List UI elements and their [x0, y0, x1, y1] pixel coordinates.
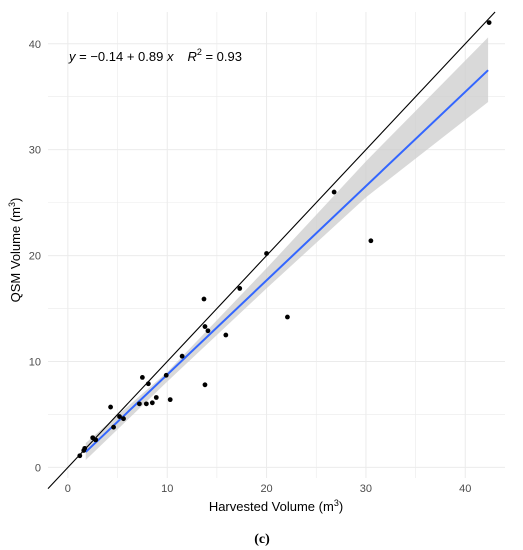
equation-x: x: [166, 49, 174, 64]
equation-r-exp: 2: [197, 47, 202, 57]
regression-line: [85, 69, 489, 453]
data-point: [82, 445, 88, 451]
panel-label: (c): [254, 532, 270, 547]
x-tick-label: 10: [161, 483, 173, 495]
data-point: [223, 332, 229, 338]
x-tick-label: 20: [260, 483, 272, 495]
data-point: [108, 404, 113, 410]
y-axis-title: QSM Volume (m3): [7, 198, 23, 303]
x-tick-label: 0: [65, 483, 71, 495]
data-point: [145, 381, 151, 387]
data-point: [202, 382, 208, 388]
data-point: [77, 453, 83, 459]
x-axis-title-close: ): [339, 499, 343, 514]
y-tick-label: 30: [29, 145, 41, 157]
y-tick-label: 40: [29, 39, 41, 51]
data-point: [264, 251, 269, 256]
data-point: [143, 401, 149, 407]
data-point: [205, 328, 211, 334]
fit-line-layer: [85, 69, 489, 453]
grid: [48, 12, 505, 478]
data-point: [202, 324, 208, 329]
identity-line: [47, 11, 496, 489]
points-layer: [77, 20, 492, 459]
data-point: [121, 416, 126, 422]
equation-r: R: [187, 49, 196, 64]
data-point: [149, 400, 155, 406]
data-point: [93, 437, 99, 443]
y-axis-title-main: QSM Volume (m: [8, 207, 23, 302]
equation-equals: =: [76, 49, 91, 64]
data-point: [153, 395, 159, 400]
data-point: [117, 414, 122, 419]
y-tick-labels: 0 10 20 30 40: [29, 39, 41, 475]
equation-r-rhs: = 0.93: [202, 49, 242, 64]
y-axis-title-close: ): [8, 198, 23, 202]
x-tick-label: 30: [360, 483, 372, 495]
data-point: [139, 374, 145, 380]
data-point: [285, 314, 290, 320]
confidence-band: [85, 37, 489, 460]
y-tick-label: 10: [29, 357, 41, 369]
x-axis-title-main: Harvested Volume (m: [209, 499, 334, 514]
confidence-band-layer: [85, 37, 489, 460]
regression-equation: y = −0.14 + 0.89 x R2 = 0.93: [68, 47, 242, 64]
data-point: [167, 397, 173, 403]
x-tick-labels: 0 10 20 30 40: [65, 483, 472, 495]
data-point: [111, 424, 116, 430]
x-axis-title-exp: 3: [334, 498, 339, 508]
x-axis-title: Harvested Volume (m3): [209, 498, 343, 514]
equation-y: y: [68, 49, 77, 64]
data-point: [137, 401, 142, 407]
y-tick-label: 20: [29, 251, 41, 263]
data-point: [163, 372, 169, 378]
x-tick-label: 40: [459, 483, 471, 495]
data-point: [179, 353, 185, 359]
data-point: [486, 20, 492, 25]
data-point: [331, 189, 337, 195]
identity-line-layer: [47, 11, 496, 489]
data-point: [237, 286, 243, 291]
y-tick-label: 0: [35, 462, 41, 474]
data-point: [201, 296, 207, 302]
equation-rhs: −0.14 + 0.89: [90, 49, 167, 64]
data-point: [368, 238, 374, 244]
y-axis-title-exp: 3: [7, 202, 17, 207]
